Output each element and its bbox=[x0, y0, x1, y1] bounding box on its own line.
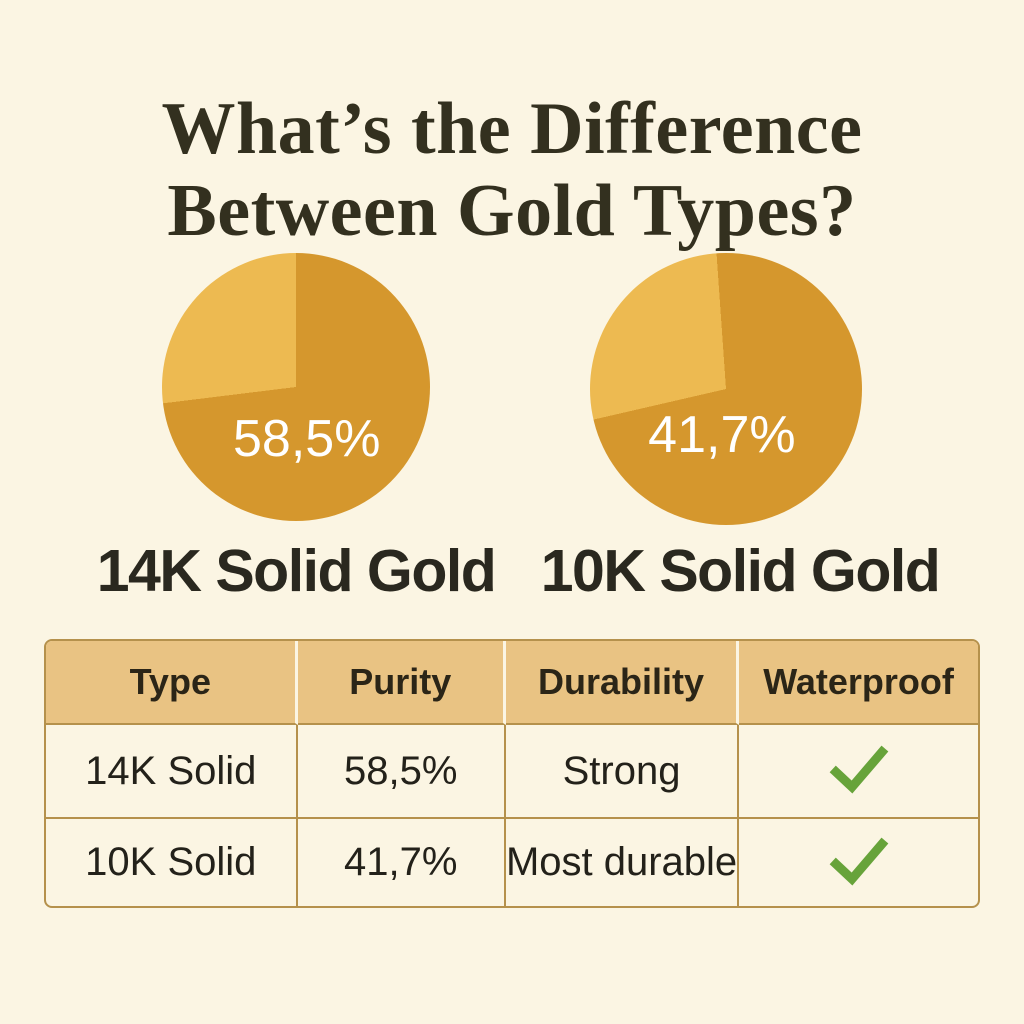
column-header-waterproof: Waterproof bbox=[739, 641, 978, 725]
column-header-type: Type bbox=[46, 641, 298, 725]
table-cell-type-14k: 14K Solid bbox=[46, 725, 298, 817]
table-cell-purity-14k: 58,5% bbox=[298, 725, 506, 817]
pie-caption-10k: 10K Solid Gold bbox=[540, 538, 941, 604]
checkmark-icon bbox=[829, 745, 888, 794]
comparison-table: Type Purity Durability Waterproof 14K So… bbox=[44, 639, 980, 908]
table-cell-type-10k: 10K Solid bbox=[46, 817, 298, 906]
table-cell-durability-14k: Strong bbox=[506, 725, 740, 817]
column-header-purity: Purity bbox=[297, 641, 506, 725]
pie-value-label-10k: 41,7% bbox=[648, 406, 796, 465]
table-cell-waterproof-10k bbox=[739, 817, 978, 906]
page-title-line1: What’s the Difference bbox=[161, 87, 863, 170]
pie-value-label-14k: 58,5% bbox=[232, 410, 381, 469]
page-title-line2: Between Gold Types? bbox=[167, 170, 857, 253]
pie-chart-14k: 58,5% bbox=[162, 253, 430, 521]
pie-chart-10k: 41,7% bbox=[590, 253, 862, 525]
column-header-durability: Durability bbox=[505, 641, 740, 725]
pie-caption-14k: 14K Solid Gold bbox=[96, 538, 497, 604]
table-cell-purity-10k: 41,7% bbox=[297, 817, 506, 906]
checkmark-icon bbox=[829, 837, 888, 886]
page-title: What’s the Difference Between Gold Types? bbox=[0, 88, 1024, 254]
table-cell-durability-10k: Most durable bbox=[505, 817, 740, 906]
table-cell-waterproof-14k bbox=[739, 725, 978, 817]
